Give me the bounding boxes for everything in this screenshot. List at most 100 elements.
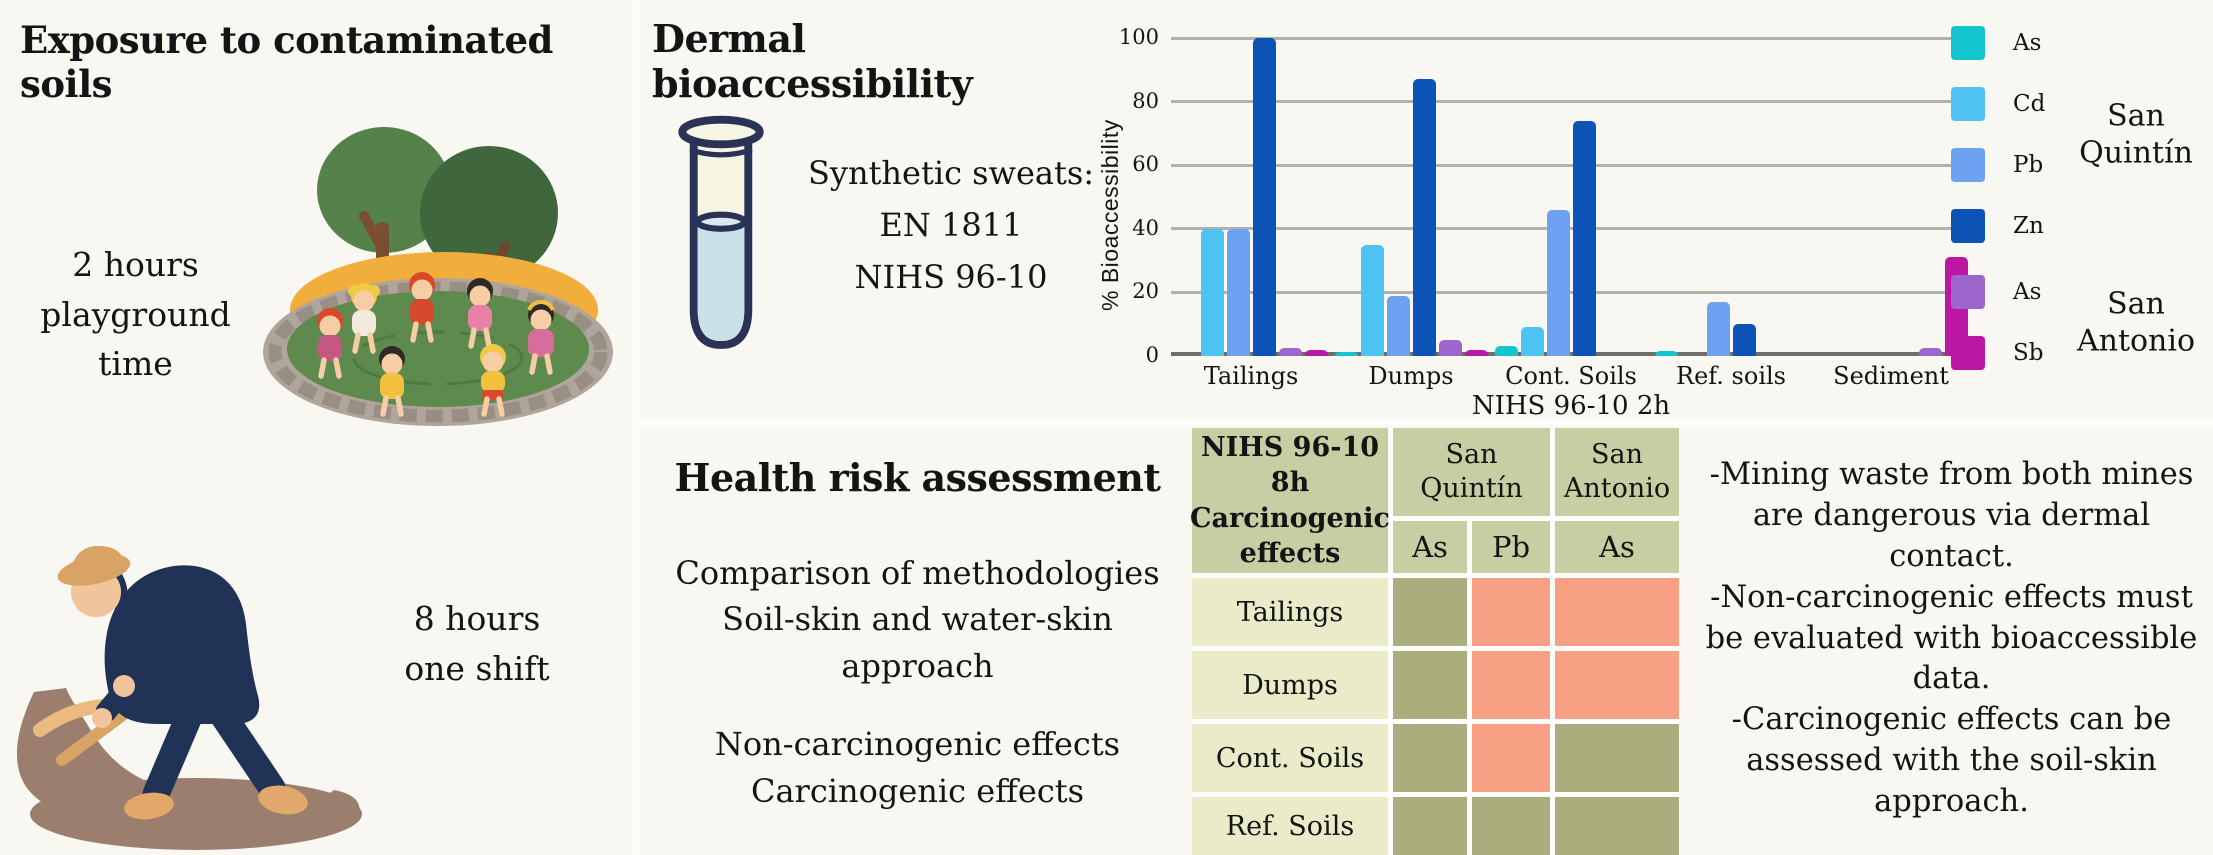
gridline-80 [1171,100,1971,104]
y-tick-40: 40 [1132,215,1159,240]
legend-entry: As [1951,275,2207,309]
health-risk-panel: Health risk assessment Comparison of met… [645,455,1190,814]
risk-cell-Tailings-risk [1555,578,1679,646]
risk-cell-Dumps-no-risk [1393,651,1467,719]
legend-swatch-icon [1951,87,1985,121]
exposure-title: Exposure to contaminated soils [20,18,553,106]
bar-Tailings-San Antonio-Sb [1304,350,1328,356]
x-category-label: Tailings [1203,362,1299,390]
playground-caption: 2 hours playground time [40,245,231,383]
bar-Dumps-San Quintín-Pb [1386,295,1410,356]
table-row-label: Ref. Soils [1192,797,1388,855]
legend-group-San Quintín: As Cd Pb Zn San Quintín [1951,26,2207,243]
bar-groups [1171,38,1971,356]
legend-swatch-icon [1951,148,1985,182]
children-figures [317,272,555,417]
x-category-labels: Tailings Dumps Cont. Soils Ref. soils Sedime… [1171,362,1971,390]
test-tube-icon [678,115,764,349]
conclusion-bullet: -Non-carcinogenic effects must be evalua… [1705,579,2198,697]
table-element-header: Pb [1472,521,1550,573]
bar-Dumps-San Quintín-As [1334,352,1358,356]
risk-cell-Cont. Soils-risk [1472,724,1550,792]
table-site-header-san-antonio: San Antonio [1555,428,1679,516]
bar-Dumps-San Quintín-Zn [1412,79,1436,356]
x-axis-line [1171,352,1971,356]
bar-group-Cont. Soils [1491,38,1651,356]
legend-swatch-icon [1951,336,1985,370]
bar-Ref. soils-San Quintín-Zn [1732,324,1756,356]
table-element-header: As [1393,521,1467,573]
bar-Tailings-San Quintín-Cd [1200,228,1224,356]
vertical-divider [633,0,640,855]
legend-swatch-icon [1951,275,1985,309]
legend-swatch-icon [1951,209,1985,243]
bar-Tailings-San Quintín-Zn [1252,38,1276,356]
bar-group-Ref. soils [1651,38,1811,356]
legend-entry: Zn [1951,209,2207,243]
liquid-surface [694,211,748,232]
bar-Dumps-San Antonio-Sb [1464,350,1488,356]
table-row-label: Cont. Soils [1192,724,1388,792]
gridline-40 [1171,227,1971,231]
y-tick-100: 100 [1118,25,1159,49]
horizontal-divider [640,419,2213,426]
risk-cell-Ref. Soils-no-risk [1393,797,1467,855]
x-axis-title: NIHS 96-10 2h [1471,391,1671,421]
playground-illustration [263,127,613,426]
gridline-100 [1171,36,1971,40]
gridlines [1171,36,1971,356]
y-tick-60: 60 [1132,152,1159,177]
bar-Dumps-San Antonio-As [1438,340,1462,356]
risk-cell-Tailings-no-risk [1393,578,1467,646]
bar-group-Dumps [1331,38,1491,356]
carcinogenic-risk-table: NIHS 96-10 8h Carcinogenic effects San Qu… [1190,428,1679,855]
legend-site-label: San Antonio [2076,286,2196,359]
y-tick-0: 0 [1145,343,1159,367]
bar-Cont. Soils-San Quintín-Cd [1520,327,1544,356]
bar-group-Tailings [1171,38,1331,356]
bar-Cont. Soils-San Quintín-Zn [1572,120,1596,356]
legend-label: Cd [2013,91,2046,117]
conclusion-bullet: -Carcinogenic effects can be assessed wi… [1731,702,2172,819]
y-tick-20: 20 [1132,279,1159,304]
bar-Cont. Soils-San Quintín-Pb [1546,209,1570,356]
conclusion-bullet: -Mining waste from both mines are danger… [1709,457,2194,574]
bar-Cont. Soils-San Quintín-As [1494,346,1518,356]
risk-cell-Ref. Soils-no-risk [1555,797,1679,855]
risk-cell-Tailings-risk [1472,578,1550,646]
x-category-label: Sediment [1833,362,1949,390]
table-row-label: Tailings [1192,578,1388,646]
gridline-20 [1171,290,1971,294]
legend-entry: Cd [1951,87,2207,121]
x-category-label: Ref. soils [1676,362,1786,390]
tube-rim [678,115,764,149]
risk-cell-Cont. Soils-no-risk [1393,724,1467,792]
legend-entry: Pb [1951,148,2207,182]
legend-label: As [2013,279,2042,305]
risk-cell-Dumps-risk [1555,651,1679,719]
gridline-60 [1171,163,1971,167]
legend-label: Zn [2013,213,2044,239]
chart-legend: As Cd Pb Zn San Quintín As Sb San Antonio [1951,26,2207,397]
dermal-title: Dermal bioaccessibility [652,16,973,106]
plot-area [1171,36,1971,356]
legend-site-label: San Quintín [2079,98,2193,171]
shift-caption: 8 hours one shift [404,599,550,688]
miner-figure [57,545,308,820]
tube-liquid [697,221,745,341]
legend-group-San Antonio: As Sb San Antonio [1951,275,2207,370]
y-tick-80: 80 [1132,88,1159,113]
miner-illustration [16,545,362,850]
bioaccessibility-chart: % Bioaccessibility 0 20 40 60 80 100 Tailings… [1095,0,2213,421]
conclusions-panel: -Mining waste from both mines are danger… [1690,430,2213,848]
tube-neck-line [689,147,753,158]
legend-swatch-icon [1951,26,1985,60]
table-row-label: Dumps [1192,651,1388,719]
x-category-label: Cont. Soils [1505,362,1637,390]
effects-text: Non-carcinogenic effects Carcinogenic ef… [714,725,1121,810]
table-site-header-san-quintin: San Quintín [1393,428,1550,516]
table-element-header: As [1555,521,1679,573]
legend-label: Pb [2013,152,2044,178]
risk-cell-Ref. Soils-no-risk [1472,797,1550,855]
